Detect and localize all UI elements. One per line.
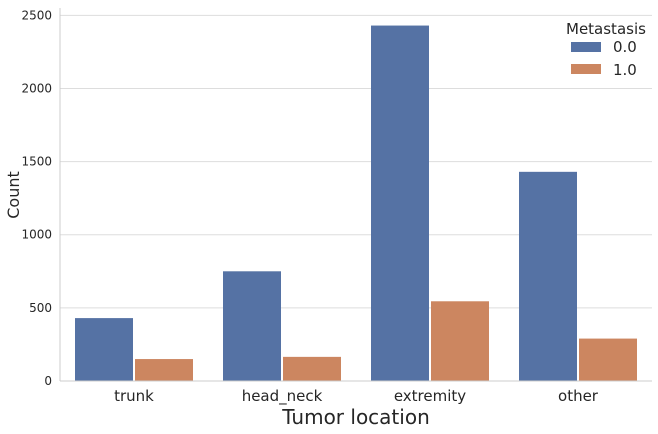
x-ticks: trunk head_neck extremity other — [114, 387, 599, 406]
x-tick-label: trunk — [114, 387, 154, 405]
y-tick-label: 2000 — [21, 81, 52, 95]
bars — [75, 25, 637, 381]
y-tick-label: 0 — [44, 374, 52, 388]
bar-other-0.0 — [519, 171, 577, 381]
bar-head_neck-1.0 — [283, 356, 341, 381]
bar-extremity-0.0 — [371, 25, 429, 381]
y-axis-label: Count — [4, 171, 23, 219]
bar-trunk-1.0 — [135, 359, 193, 381]
legend-swatch-1 — [571, 64, 601, 74]
x-tick-label: head_neck — [242, 387, 323, 406]
legend-label-0: 0.0 — [613, 38, 637, 56]
bar-head_neck-0.0 — [223, 271, 281, 381]
legend: Metastasis 0.0 1.0 — [566, 20, 646, 79]
x-tick-label: extremity — [394, 387, 466, 405]
x-tick-label: other — [558, 387, 599, 405]
y-tick-label: 2500 — [21, 8, 52, 22]
y-tick-label: 1000 — [21, 228, 52, 242]
legend-swatch-0 — [571, 42, 601, 52]
legend-label-1: 1.0 — [613, 61, 637, 79]
y-tick-label: 500 — [29, 301, 52, 315]
bar-other-1.0 — [579, 338, 637, 381]
y-tick-label: 1500 — [21, 155, 52, 169]
bar-trunk-0.0 — [75, 318, 133, 381]
x-axis-label: Tumor location — [281, 405, 430, 429]
axes — [59, 8, 652, 382]
bar-extremity-1.0 — [431, 301, 489, 381]
y-ticks: 0 500 1000 1500 2000 2500 — [21, 8, 52, 388]
legend-title: Metastasis — [566, 20, 646, 38]
